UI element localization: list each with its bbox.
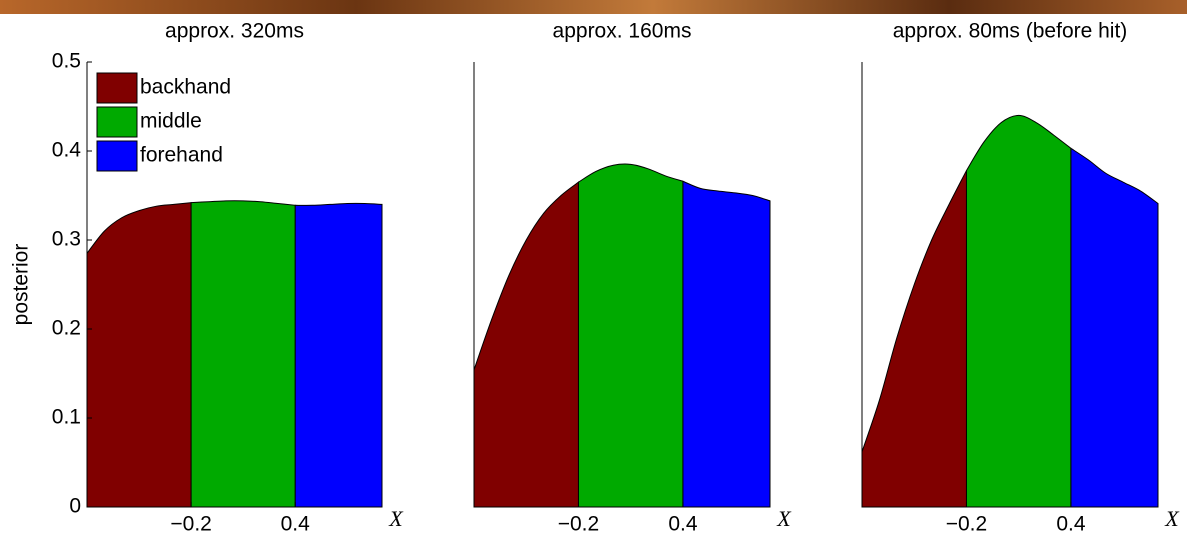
y-tick-label: 0.3 — [52, 228, 81, 251]
photo-strip — [0, 0, 1187, 14]
chart-title: approx. 320ms — [165, 20, 304, 43]
x-tick-label: −0.2 — [170, 513, 211, 535]
x-tick-label: 0.4 — [668, 513, 698, 535]
x-axis-label: X — [776, 506, 792, 531]
legend-swatch — [96, 72, 138, 104]
y-axis-label: posterior — [10, 244, 33, 326]
y-tick-label: 0.1 — [52, 406, 81, 429]
legend-swatch — [96, 140, 138, 172]
chart-title: approx. 80ms (before hit) — [893, 20, 1128, 43]
y-tick-label: 0.2 — [52, 317, 81, 340]
legend-label: backhand — [140, 76, 231, 99]
area — [965, 114, 1072, 508]
y-tick-label: 0.4 — [52, 139, 82, 162]
x-tick-label: −0.2 — [946, 513, 987, 535]
chart-title: approx. 160ms — [553, 20, 692, 43]
area — [577, 163, 684, 508]
area — [861, 170, 967, 508]
area — [1070, 147, 1159, 508]
area — [190, 200, 296, 508]
x-axis-label: X — [388, 506, 404, 531]
area — [294, 202, 383, 508]
area — [473, 181, 579, 508]
y-tick-label: 0.5 — [52, 50, 81, 73]
x-axis-label: X — [1164, 506, 1180, 531]
area — [86, 202, 192, 508]
y-tick-label: 0 — [69, 495, 81, 518]
legend-label: middle — [140, 110, 202, 133]
legend-swatch — [96, 106, 138, 138]
x-tick-label: 0.4 — [1056, 513, 1086, 535]
area — [682, 180, 771, 508]
legend-label: forehand — [140, 144, 223, 167]
x-tick-label: −0.2 — [558, 513, 599, 535]
x-tick-label: 0.4 — [281, 513, 311, 535]
